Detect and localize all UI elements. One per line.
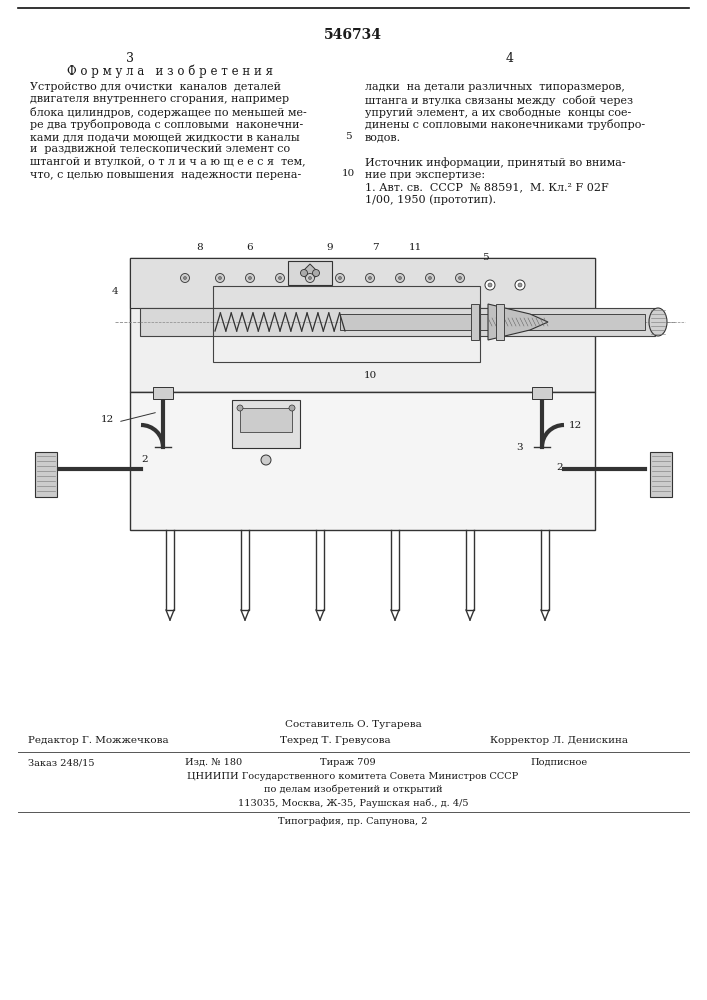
Circle shape — [308, 276, 312, 279]
Text: двигателя внутреннего сгорания, например: двигателя внутреннего сгорания, например — [30, 95, 289, 104]
Text: по делам изобретений и открытий: по делам изобретений и открытий — [264, 785, 443, 794]
Bar — [140, 308, 655, 336]
Circle shape — [459, 276, 462, 279]
Text: 9: 9 — [327, 243, 333, 252]
Text: штангой и втулкой, о т л и ч а ю щ е е с я  тем,: штангой и втулкой, о т л и ч а ю щ е е с… — [30, 157, 305, 167]
Circle shape — [515, 280, 525, 290]
Text: ние при экспертизе:: ние при экспертизе: — [365, 169, 485, 180]
Bar — [130, 258, 595, 308]
Text: 8: 8 — [197, 243, 204, 252]
Text: 1: 1 — [52, 484, 58, 492]
Bar — [650, 452, 672, 497]
Text: 2: 2 — [556, 464, 563, 473]
Text: и  раздвижной телескопический элемент со: и раздвижной телескопический элемент со — [30, 144, 290, 154]
Circle shape — [366, 273, 375, 282]
Text: ре два трубопровода с сопловыми  наконечни-: ре два трубопровода с сопловыми наконечн… — [30, 119, 303, 130]
Text: Составитель О. Тугарева: Составитель О. Тугарева — [285, 720, 421, 729]
Bar — [232, 400, 300, 448]
Circle shape — [216, 273, 225, 282]
Text: водов.: водов. — [365, 132, 401, 142]
Text: ладки  на детали различных  типоразмеров,: ладки на детали различных типоразмеров, — [365, 82, 625, 92]
Text: 11: 11 — [409, 243, 421, 252]
Bar — [471, 304, 479, 340]
Circle shape — [261, 455, 271, 465]
Text: 113035, Москва, Ж-35, Раушская наб., д. 4/5: 113035, Москва, Ж-35, Раушская наб., д. … — [238, 798, 468, 808]
Text: 10: 10 — [363, 370, 377, 379]
Text: 6: 6 — [247, 243, 253, 252]
Circle shape — [237, 405, 243, 411]
Circle shape — [248, 276, 252, 279]
Circle shape — [488, 283, 492, 287]
Text: Заказ 248/15: Заказ 248/15 — [28, 758, 95, 767]
Bar — [240, 408, 292, 432]
Circle shape — [276, 273, 284, 282]
Text: 3: 3 — [126, 52, 134, 65]
Circle shape — [399, 276, 402, 279]
Text: 1. Авт. св.  СССР  № 88591,  М. Кл.² F 02F: 1. Авт. св. СССР № 88591, М. Кл.² F 02F — [365, 182, 609, 192]
Polygon shape — [301, 264, 319, 282]
Circle shape — [245, 273, 255, 282]
Bar — [496, 304, 504, 340]
Text: 4: 4 — [112, 288, 118, 296]
Text: 2: 2 — [141, 456, 148, 464]
Bar — [35, 452, 57, 497]
Bar — [213, 286, 480, 362]
Bar — [153, 387, 173, 399]
Circle shape — [300, 269, 308, 276]
Circle shape — [368, 276, 371, 279]
Polygon shape — [488, 304, 548, 340]
Circle shape — [279, 276, 281, 279]
Text: штанга и втулка связаны между  собой через: штанга и втулка связаны между собой чере… — [365, 95, 633, 105]
Text: Источник информации, принятый во внима-: Источник информации, принятый во внима- — [365, 157, 626, 168]
Text: 1: 1 — [657, 484, 663, 492]
Circle shape — [395, 273, 404, 282]
Text: 5: 5 — [481, 253, 489, 262]
Ellipse shape — [649, 308, 667, 336]
Circle shape — [305, 273, 315, 282]
Bar — [130, 392, 595, 530]
Text: 12: 12 — [568, 420, 582, 430]
Text: динены с сопловыми наконечниками трубопро-: динены с сопловыми наконечниками трубопр… — [365, 119, 645, 130]
Text: Типография, пр. Сапунова, 2: Типография, пр. Сапунова, 2 — [279, 817, 428, 826]
Bar — [130, 258, 595, 392]
Circle shape — [485, 280, 495, 290]
Circle shape — [455, 273, 464, 282]
Text: 3: 3 — [517, 444, 523, 452]
Bar — [532, 387, 552, 399]
Circle shape — [336, 273, 344, 282]
Bar — [340, 314, 645, 330]
Text: 12: 12 — [100, 416, 114, 424]
Text: 7: 7 — [372, 243, 378, 252]
Text: ЦНИИПИ Государственного комитета Совета Министров СССР: ЦНИИПИ Государственного комитета Совета … — [187, 772, 519, 781]
Circle shape — [218, 276, 221, 279]
Circle shape — [339, 276, 341, 279]
Text: 10: 10 — [341, 169, 355, 178]
Text: 4: 4 — [506, 52, 514, 65]
Circle shape — [428, 276, 431, 279]
Text: Ф о р м у л а   и з о б р е т е н и я: Ф о р м у л а и з о б р е т е н и я — [67, 65, 273, 79]
FancyArrowPatch shape — [491, 305, 527, 321]
Text: ками для подачи моющей жидкости в каналы: ками для подачи моющей жидкости в каналы — [30, 132, 300, 142]
Circle shape — [289, 405, 295, 411]
FancyBboxPatch shape — [288, 261, 332, 285]
Text: Тираж 709: Тираж 709 — [320, 758, 375, 767]
Text: Редактор Г. Можжечкова: Редактор Г. Можжечкова — [28, 736, 169, 745]
Text: Корректор Л. Денискина: Корректор Л. Денискина — [490, 736, 628, 745]
Text: Устройство для очистки  каналов  деталей: Устройство для очистки каналов деталей — [30, 82, 281, 92]
Text: 1/00, 1950 (прототип).: 1/00, 1950 (прототип). — [365, 194, 496, 205]
Circle shape — [518, 283, 522, 287]
Circle shape — [180, 273, 189, 282]
Text: 546734: 546734 — [324, 28, 382, 42]
Circle shape — [184, 276, 187, 279]
Circle shape — [426, 273, 435, 282]
Text: что, с целью повышения  надежности перена-: что, с целью повышения надежности перена… — [30, 169, 301, 180]
Circle shape — [312, 269, 320, 276]
Text: упругий элемент, а их свободные  концы сое-: упругий элемент, а их свободные концы со… — [365, 107, 631, 118]
Text: Техред Т. Гревусова: Техред Т. Гревусова — [280, 736, 391, 745]
Text: блока цилиндров, содержащее по меньшей ме-: блока цилиндров, содержащее по меньшей м… — [30, 107, 307, 118]
Text: Подписное: Подписное — [530, 758, 587, 767]
Text: 5: 5 — [345, 132, 351, 141]
Text: Изд. № 180: Изд. № 180 — [185, 758, 242, 767]
